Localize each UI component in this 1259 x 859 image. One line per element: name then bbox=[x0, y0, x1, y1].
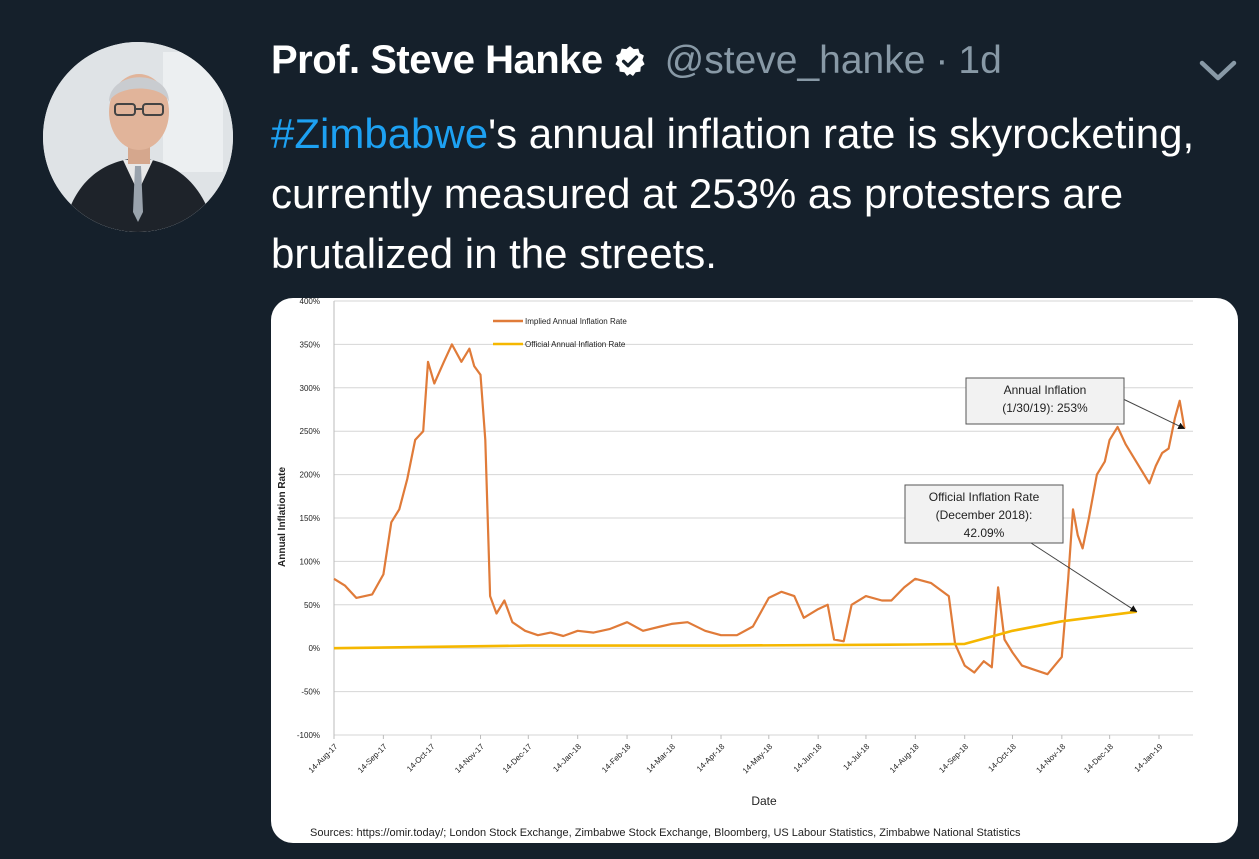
x-tick-label: 14-Aug-17 bbox=[307, 742, 340, 775]
y-tick-label: 400% bbox=[300, 298, 320, 306]
legend-label: Official Annual Inflation Rate bbox=[525, 340, 626, 349]
y-tick-label: 0% bbox=[308, 644, 320, 653]
annotation-text: 42.09% bbox=[964, 526, 1005, 540]
annotation-box bbox=[965, 377, 1125, 425]
chart-annotations: Annual Inflation (1/30/19): 253% Official … bbox=[904, 377, 1186, 613]
annotation-text: Official Inflation Rate bbox=[929, 490, 1040, 504]
y-tick-label: 200% bbox=[300, 471, 320, 480]
inflation-chart: 400% 350% 300% 250% 200% 150% 100% 50% 0% -50% -10… bbox=[277, 298, 1193, 839]
x-tick-label: 14-Feb-18 bbox=[600, 742, 633, 775]
chart-gridlines bbox=[333, 300, 1193, 736]
verified-badge-icon bbox=[613, 44, 647, 78]
x-tick-label: 14-Jan-19 bbox=[1133, 742, 1165, 774]
tweet-header: Prof. Steve Hanke @steve_hanke · 1d bbox=[271, 38, 1002, 83]
x-tick-label: 14-Dec-18 bbox=[1082, 742, 1115, 775]
tweet-text: #Zimbabwe's annual inflation rate is sky… bbox=[271, 104, 1231, 284]
hashtag-link[interactable]: #Zimbabwe bbox=[271, 110, 489, 157]
x-tick-label: 14-Aug-18 bbox=[888, 742, 921, 775]
annotation-text: (December 2018): bbox=[936, 508, 1033, 522]
x-tick-label: 14-Mar-18 bbox=[645, 742, 678, 775]
author-handle[interactable]: @steve_hanke bbox=[664, 38, 926, 82]
x-axis-ticks: 14-Aug-17 14-Sep-17 14-Oct-17 14-Nov-17 14-D… bbox=[307, 735, 1165, 775]
tweet-body: 's annual inflation rate is skyrocketing… bbox=[271, 110, 1195, 277]
series-line bbox=[333, 343, 1186, 676]
x-tick-label: 14-Dec-17 bbox=[501, 742, 534, 775]
annotation-text: (1/30/19): 253% bbox=[1002, 401, 1088, 415]
y-tick-label: 150% bbox=[300, 514, 320, 523]
series-line bbox=[333, 610, 1137, 650]
x-tick-label: 14-Sep-17 bbox=[356, 742, 389, 775]
chart-image-card[interactable]: 400% 350% 300% 250% 200% 150% 100% 50% 0% -50% -10… bbox=[271, 298, 1238, 843]
y-axis-ticks: 400% 350% 300% 250% 200% 150% 100% 50% 0% -50% -10… bbox=[297, 298, 320, 740]
annotation-arrow bbox=[1120, 397, 1186, 430]
chart-legend: Implied Annual Inflation Rate Official An… bbox=[493, 317, 627, 349]
x-tick-label: 14-Oct-18 bbox=[986, 742, 1018, 774]
y-tick-label: -50% bbox=[301, 688, 320, 697]
x-axis-label: Date bbox=[751, 794, 777, 808]
x-tick-label: 14-Jun-18 bbox=[792, 742, 824, 774]
x-tick-label: 14-May-18 bbox=[741, 742, 775, 776]
y-tick-label: -100% bbox=[297, 731, 320, 740]
y-tick-label: 250% bbox=[300, 427, 320, 436]
chart-source: Sources: https://omir.today/; London Sto… bbox=[310, 827, 1021, 839]
author-avatar[interactable] bbox=[43, 42, 233, 232]
chevron-down-icon[interactable] bbox=[1198, 58, 1238, 89]
x-tick-label: 14-Apr-18 bbox=[695, 742, 727, 774]
y-axis-label: Annual Inflation Rate bbox=[277, 467, 288, 567]
tweet-timestamp[interactable]: 1d bbox=[958, 38, 1002, 82]
x-tick-label: 14-Oct-17 bbox=[405, 742, 437, 774]
x-tick-label: 14-Jan-18 bbox=[551, 742, 583, 774]
annotation-text: Annual Inflation bbox=[1004, 383, 1087, 397]
annotation-arrow bbox=[1030, 542, 1138, 613]
x-tick-label: 14-Nov-17 bbox=[453, 742, 486, 775]
annotation-annual: Annual Inflation (1/30/19): 253% bbox=[965, 377, 1186, 430]
x-tick-label: 14-Nov-18 bbox=[1034, 742, 1067, 775]
author-name[interactable]: Prof. Steve Hanke bbox=[271, 38, 603, 82]
annotation-official: Official Inflation Rate (December 2018): 4… bbox=[904, 484, 1138, 613]
chart-series bbox=[333, 343, 1186, 676]
legend-label: Implied Annual Inflation Rate bbox=[525, 317, 627, 326]
separator-dot: · bbox=[935, 38, 949, 82]
avatar-portrait bbox=[43, 42, 233, 232]
y-tick-label: 300% bbox=[300, 384, 320, 393]
annotation-box bbox=[904, 484, 1064, 544]
y-tick-label: 50% bbox=[304, 601, 320, 610]
y-tick-label: 100% bbox=[300, 557, 320, 566]
y-tick-label: 350% bbox=[300, 340, 320, 349]
x-tick-label: 14-Sep-18 bbox=[937, 742, 970, 775]
x-tick-label: 14-Jul-18 bbox=[841, 742, 871, 772]
